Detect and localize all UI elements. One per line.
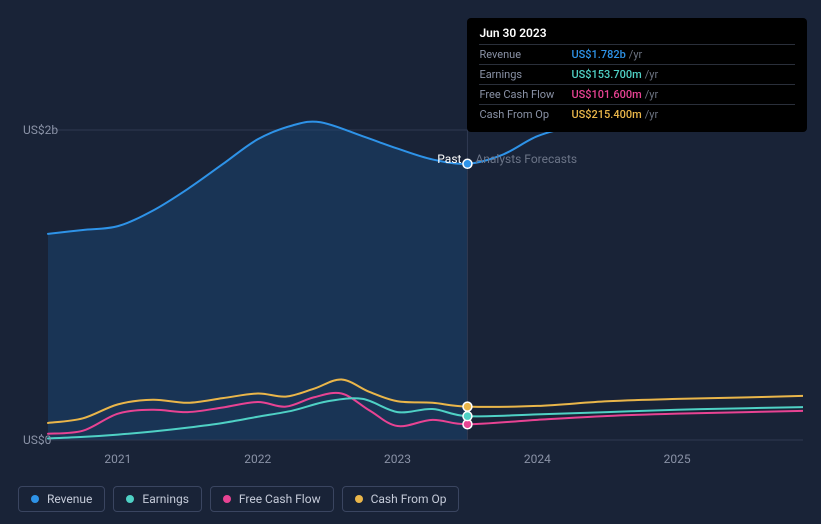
x-axis-label: 2023 bbox=[384, 452, 411, 466]
phase-label-past: Past bbox=[437, 152, 461, 166]
legend-dot-icon bbox=[223, 495, 231, 503]
tooltip-row-value: US$153.700m bbox=[571, 68, 641, 81]
tooltip-row-suffix: /yr bbox=[645, 68, 658, 81]
tooltip-row-label: Earnings bbox=[479, 68, 571, 81]
x-axis-label: 2024 bbox=[524, 452, 551, 466]
legend-label: Earnings bbox=[142, 492, 189, 506]
tooltip-row-value: US$215.400m bbox=[571, 108, 641, 121]
tooltip-row-label: Cash From Op bbox=[479, 108, 571, 121]
legend-dot-icon bbox=[31, 495, 39, 503]
tooltip-row: RevenueUS$1.782b/yr bbox=[479, 44, 795, 64]
x-axis-label: 2025 bbox=[664, 452, 691, 466]
legend-item-earnings[interactable]: Earnings bbox=[113, 486, 202, 512]
tooltip-row-label: Free Cash Flow bbox=[479, 88, 571, 101]
y-axis-label: US$0 bbox=[23, 433, 51, 447]
tooltip-row-suffix: /yr bbox=[629, 48, 642, 61]
x-axis-label: 2022 bbox=[244, 452, 271, 466]
chart-legend: Revenue Earnings Free Cash Flow Cash From O… bbox=[18, 486, 459, 512]
legend-dot-icon bbox=[126, 495, 134, 503]
legend-item-revenue[interactable]: Revenue bbox=[18, 486, 105, 512]
tooltip-rows: RevenueUS$1.782b/yrEarningsUS$153.700m/y… bbox=[479, 44, 795, 124]
tooltip-row-label: Revenue bbox=[479, 48, 571, 61]
tooltip-row: Cash From OpUS$215.400m/yr bbox=[479, 104, 795, 124]
legend-label: Cash From Op bbox=[371, 492, 447, 506]
tooltip-row-suffix: /yr bbox=[645, 108, 658, 121]
legend-dot-icon bbox=[355, 495, 363, 503]
legend-label: Revenue bbox=[47, 492, 92, 506]
chart-tooltip: Jun 30 2023 RevenueUS$1.782b/yrEarningsU… bbox=[467, 18, 807, 132]
legend-item-cash_from_op[interactable]: Cash From Op bbox=[342, 486, 460, 512]
legend-label: Free Cash Flow bbox=[239, 492, 321, 506]
x-axis-label: 2021 bbox=[104, 452, 131, 466]
tooltip-row: EarningsUS$153.700m/yr bbox=[479, 64, 795, 84]
y-axis-label: US$2b bbox=[23, 123, 58, 137]
tooltip-row: Free Cash FlowUS$101.600m/yr bbox=[479, 84, 795, 104]
phase-label-forecast: Analysts Forecasts bbox=[475, 152, 577, 166]
tooltip-row-value: US$1.782b bbox=[571, 48, 625, 61]
legend-item-free_cash_flow[interactable]: Free Cash Flow bbox=[210, 486, 334, 512]
tooltip-row-value: US$101.600m bbox=[571, 88, 641, 101]
tooltip-title: Jun 30 2023 bbox=[479, 26, 795, 44]
tooltip-row-suffix: /yr bbox=[645, 88, 658, 101]
